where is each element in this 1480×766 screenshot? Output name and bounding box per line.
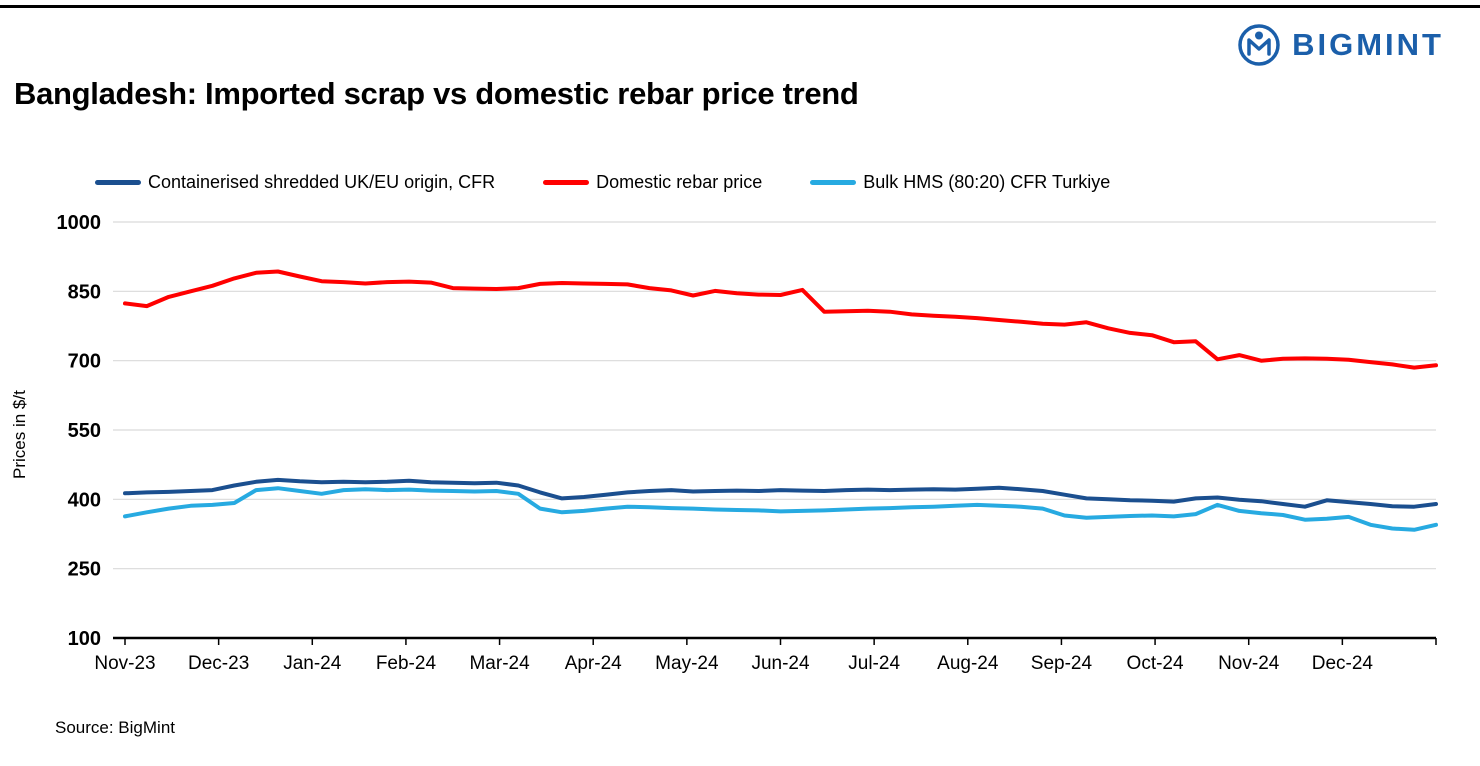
legend-label-rebar: Domestic rebar price xyxy=(596,172,763,192)
svg-text:400: 400 xyxy=(68,489,101,511)
svg-text:700: 700 xyxy=(68,351,101,373)
page-title: Bangladesh: Imported scrap vs domestic r… xyxy=(14,76,859,111)
svg-text:Nov-24: Nov-24 xyxy=(1218,653,1280,674)
svg-text:100: 100 xyxy=(68,628,101,650)
top-divider xyxy=(0,5,1480,8)
svg-text:Nov-23: Nov-23 xyxy=(94,653,155,674)
chart-legend: Containerised shredded UK/EU origin, CFR… xyxy=(95,172,1110,193)
svg-text:May-24: May-24 xyxy=(655,653,719,674)
svg-text:Apr-24: Apr-24 xyxy=(565,653,622,674)
svg-text:Jun-24: Jun-24 xyxy=(751,653,810,674)
legend-swatch-rebar xyxy=(543,180,590,185)
svg-text:Jan-24: Jan-24 xyxy=(283,653,342,674)
svg-text:850: 850 xyxy=(68,281,101,303)
bigmint-logo-text: BIGMINT xyxy=(1292,27,1444,62)
source-note: Source: BigMint xyxy=(55,718,175,737)
legend-label-shredded: Containerised shredded UK/EU origin, CFR xyxy=(148,172,496,192)
svg-text:Aug-24: Aug-24 xyxy=(937,653,999,674)
svg-text:550: 550 xyxy=(68,420,101,442)
line-chart-svg: 100 250 400 550 700 850 1000 Nov-23 Dec-23 Jan-24… xyxy=(57,212,1438,674)
price-trend-chart: 100 250 400 550 700 850 1000 Nov-23 Dec-23 Jan-24… xyxy=(0,192,1480,692)
legend-label-hms: Bulk HMS (80:20) CFR Turkiye xyxy=(863,172,1111,192)
svg-text:Dec-23: Dec-23 xyxy=(188,653,249,674)
legend-swatch-hms xyxy=(810,180,857,185)
svg-text:Dec-24: Dec-24 xyxy=(1312,653,1374,674)
legend-item-hms: Bulk HMS (80:20) CFR Turkiye xyxy=(810,172,1110,193)
svg-text:Sep-24: Sep-24 xyxy=(1031,653,1093,674)
bigmint-logo: BIGMINT xyxy=(1236,22,1444,68)
svg-text:Oct-24: Oct-24 xyxy=(1127,653,1184,674)
svg-text:Jul-24: Jul-24 xyxy=(848,653,900,674)
legend-item-shredded: Containerised shredded UK/EU origin, CFR xyxy=(95,172,495,193)
legend-item-rebar: Domestic rebar price xyxy=(543,172,762,193)
bigmint-logo-icon xyxy=(1238,24,1280,66)
svg-text:Mar-24: Mar-24 xyxy=(469,653,530,674)
legend-swatch-shredded xyxy=(95,180,141,185)
svg-text:1000: 1000 xyxy=(57,212,102,234)
svg-text:250: 250 xyxy=(68,559,101,581)
svg-text:Feb-24: Feb-24 xyxy=(376,653,437,674)
